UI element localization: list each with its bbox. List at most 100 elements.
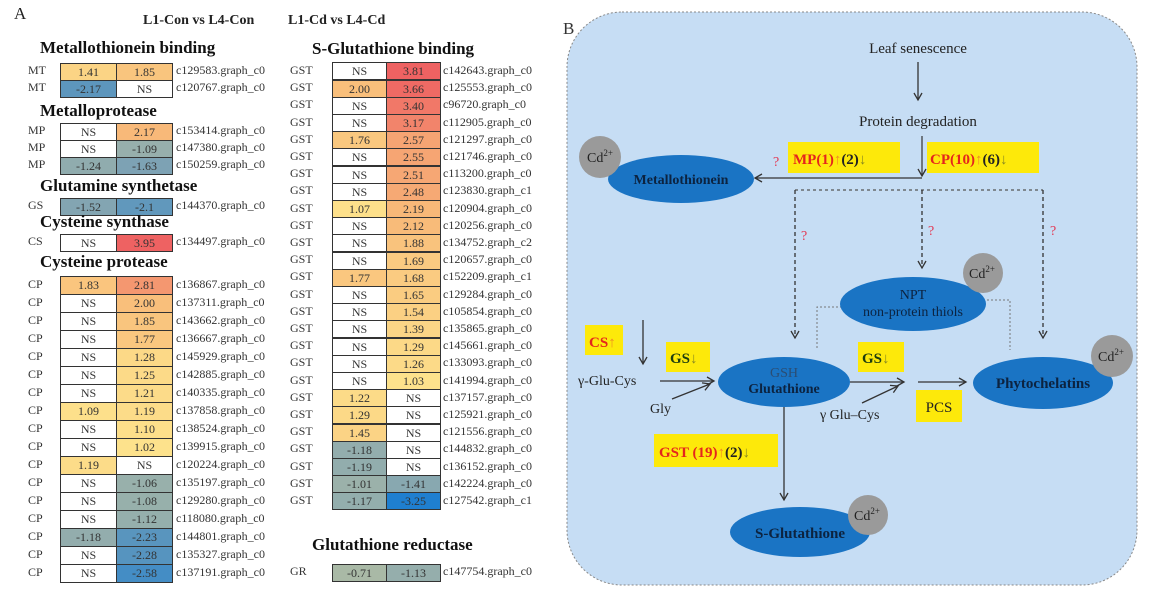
- leaf-senescence-label: Leaf senescence: [869, 41, 967, 57]
- expression-cell: 3.81: [386, 62, 441, 80]
- cd-ion-npt: Cd2+: [963, 253, 1003, 293]
- expression-cell: 2.17: [116, 123, 173, 141]
- gene-id: c105854.graph_c0: [443, 303, 532, 318]
- gene-id: c135865.graph_c0: [443, 321, 532, 335]
- expression-cell: NS: [60, 330, 117, 349]
- gs-box-1: [666, 342, 710, 372]
- mp-box-label: MP(1)↑(2)↓: [793, 152, 866, 168]
- row-label: GST: [290, 475, 313, 490]
- npt-node: [840, 277, 986, 331]
- gene-id: c142224.graph_c0: [443, 475, 532, 490]
- row-label: GST: [290, 166, 313, 181]
- gene-id: c133093.graph_c0: [443, 355, 532, 370]
- panel-a-letter: A: [14, 4, 27, 23]
- expression-cell: -1.18: [60, 528, 117, 547]
- row-label: CS: [28, 234, 43, 248]
- row-label: CP: [28, 565, 43, 579]
- cs-box-label: CS↑: [589, 335, 616, 351]
- npt-dotted-links: [816, 299, 1011, 350]
- gene-id: c150259.graph_c0: [176, 157, 265, 171]
- gene-id: c134497.graph_c0: [176, 234, 265, 248]
- expression-cell: NS: [332, 148, 387, 166]
- row-label: CP: [28, 439, 43, 453]
- row-label: GST: [290, 269, 313, 284]
- gene-id: c121746.graph_c0: [443, 149, 532, 163]
- section-title: S-Glutathione binding: [312, 39, 475, 58]
- section-title: Glutamine synthetase: [40, 176, 198, 195]
- npt-label: NPT: [900, 288, 927, 303]
- cp-box: [927, 142, 1039, 173]
- row-label: GST: [290, 114, 313, 129]
- gene-id: c113200.graph_c0: [443, 166, 532, 181]
- pcs-label: PCS: [926, 400, 953, 416]
- glu-cys-label-2: γ Glu–Cys: [819, 408, 879, 423]
- expression-cell: NS: [60, 492, 117, 511]
- gene-id: c143662.graph_c0: [176, 313, 265, 327]
- gene-id: c137311.graph_c0: [176, 295, 265, 309]
- row-label: GST: [290, 458, 313, 473]
- expression-cell: -1.17: [332, 492, 387, 510]
- gly-label: Gly: [650, 402, 671, 417]
- gene-id: c153414.graph_c0: [176, 123, 265, 137]
- section-title: Cysteine protease: [40, 252, 168, 271]
- gene-id: c144370.graph_c0: [176, 198, 265, 212]
- row-label: CP: [28, 529, 43, 543]
- row-label: GST: [290, 235, 313, 249]
- gene-id: c127542.graph_c1: [443, 493, 532, 507]
- gene-id: c120657.graph_c0: [443, 252, 532, 267]
- gene-id: c145661.graph_c0: [443, 338, 532, 353]
- expression-cell: 1.41: [60, 63, 117, 81]
- expression-cell: NS: [60, 234, 117, 252]
- expression-cell: -1.06: [116, 474, 173, 493]
- row-label: CP: [28, 511, 43, 525]
- row-label: CP: [28, 367, 43, 381]
- expression-cell: -1.63: [116, 157, 173, 175]
- mp-box: [788, 142, 900, 173]
- question-mark-npt: ?: [928, 224, 934, 239]
- row-label: GST: [290, 200, 313, 215]
- gene-id: c147380.graph_c0: [176, 140, 265, 154]
- row-label: GST: [290, 493, 313, 507]
- row-label: GST: [290, 63, 313, 77]
- row-label: GST: [290, 149, 313, 163]
- expression-cell: 1.88: [386, 234, 441, 252]
- svg-text:Cd2+: Cd2+: [1098, 347, 1124, 365]
- row-label: GST: [290, 372, 313, 387]
- expression-cell: NS: [60, 564, 117, 583]
- expression-cell: 2.55: [386, 148, 441, 166]
- phytochelatins-label: Phytochelatins: [996, 376, 1090, 392]
- expression-cell: -1.52: [60, 198, 117, 216]
- protein-degradation-label: Protein degradation: [859, 114, 977, 130]
- cd-ion-metallothionein: Cd2+: [579, 136, 621, 178]
- section-title: Metallothionein binding: [40, 38, 216, 57]
- expression-cell: NS: [332, 355, 387, 373]
- row-label: GST: [290, 286, 313, 301]
- gs-box-2-label: GS↓: [862, 351, 890, 367]
- expression-cell: NS: [60, 420, 117, 439]
- gene-id: c135327.graph_c0: [176, 547, 265, 561]
- gsh-node: [718, 357, 850, 407]
- gene-id: c135197.graph_c0: [176, 475, 265, 489]
- row-label: CP: [28, 385, 43, 399]
- row-label: GST: [290, 407, 313, 421]
- expression-cell: 1.85: [116, 312, 173, 331]
- gene-id: c136152.graph_c0: [443, 458, 532, 473]
- expression-cell: 1.68: [386, 269, 441, 287]
- expression-cell: -1.08: [116, 492, 173, 511]
- expression-cell: NS: [332, 234, 387, 252]
- gene-id: c152209.graph_c1: [443, 269, 532, 284]
- gene-id: c125921.graph_c0: [443, 407, 532, 421]
- row-label: GST: [290, 321, 313, 335]
- gene-id: c96720.graph_c0: [443, 97, 526, 112]
- gene-id: c139915.graph_c0: [176, 439, 265, 453]
- s-glutathione-node: [730, 507, 870, 557]
- gene-id: c136667.graph_c0: [176, 331, 265, 345]
- row-label: CP: [28, 349, 43, 363]
- expression-cell: NS: [116, 80, 173, 98]
- row-label: GST: [290, 131, 313, 146]
- gene-id: c129284.graph_c0: [443, 286, 532, 301]
- gene-id: c121556.graph_c0: [443, 424, 532, 439]
- svg-text:Cd2+: Cd2+: [854, 506, 880, 524]
- s-glutathione-label: S-Glutathione: [755, 526, 845, 542]
